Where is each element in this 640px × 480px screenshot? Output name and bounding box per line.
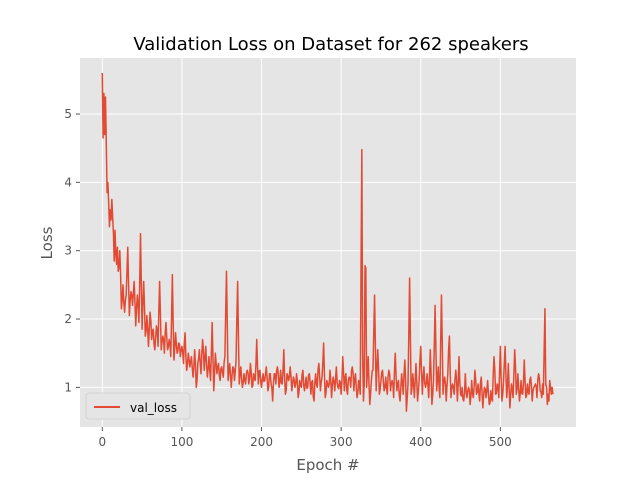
y-tick-label: 3 — [64, 244, 72, 258]
legend: val_loss — [85, 392, 191, 420]
legend-box — [85, 392, 191, 420]
series-line-val-loss — [101, 73, 554, 413]
x-tick-label: 200 — [250, 435, 273, 449]
y-tick-label: 1 — [64, 380, 72, 394]
x-tick-label: 300 — [330, 435, 353, 449]
legend-label-val-loss: val_loss — [130, 401, 177, 415]
y-axis-label: Loss — [38, 226, 56, 259]
x-tick-label: 0 — [98, 435, 106, 449]
axis-ticks: 0 100 200 300 400 500 1 2 3 4 5 — [64, 107, 511, 449]
y-tick-label: 4 — [64, 175, 72, 189]
x-tick-label: 400 — [409, 435, 432, 449]
y-tick-label: 2 — [64, 312, 72, 326]
series-lines — [101, 73, 554, 413]
gridlines — [80, 58, 576, 427]
x-axis-label: Epoch # — [296, 456, 359, 474]
x-tick-label: 500 — [489, 435, 512, 449]
chart-title: Validation Loss on Dataset for 262 speak… — [133, 34, 528, 55]
x-tick-label: 100 — [170, 435, 193, 449]
y-tick-label: 5 — [64, 107, 72, 121]
